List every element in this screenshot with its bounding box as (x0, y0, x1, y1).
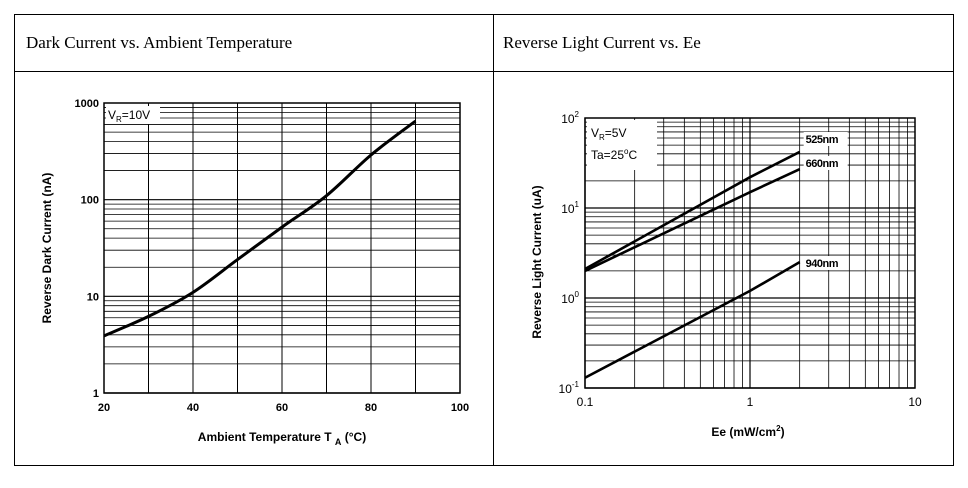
y-tick-label: 10 (87, 291, 99, 303)
series-line-dark-current (103, 119, 417, 338)
series-label-525nm: 525nm (806, 134, 839, 146)
y-tick-label: 100 (81, 195, 99, 207)
x-tick-label: 10 (908, 395, 922, 409)
x-axis-label: Ambient Temperature T A (°C) (198, 430, 366, 447)
series-line-660nm (584, 167, 801, 273)
y-tick-label: 1000 (75, 98, 99, 110)
y-tick-label: 100 (561, 290, 579, 306)
x-tick-label: 60 (276, 402, 288, 414)
annotation-vr: VR=10V (108, 108, 150, 124)
plot-frame (584, 117, 916, 389)
header-dark-current: Dark Current vs. Ambient Temperature (26, 33, 293, 52)
table-divider-horizontal (15, 71, 953, 72)
annotation-vr: VR=5V (591, 126, 626, 142)
x-tick-label: 1 (747, 395, 754, 409)
x-tick-label: 20 (98, 402, 110, 414)
series-label-660nm: 660nm (806, 158, 839, 170)
plot-frame (103, 102, 461, 394)
y-tick-label: 101 (561, 200, 579, 216)
series-line-940nm (584, 261, 801, 379)
table-divider-vertical (493, 15, 494, 465)
series-label-940nm: 940nm (806, 258, 839, 270)
chart-dark-current: VR=10V 20 40 60 80 100 1 10 100 1000 Ambient Tempe… (40, 98, 469, 447)
series-label-bg (803, 156, 848, 170)
series-label-bg (803, 132, 848, 146)
x-tick-label: 40 (187, 402, 199, 414)
y-tick-label: 102 (561, 110, 579, 126)
y-tick-label: 10-1 (559, 380, 580, 396)
y-axis-label: Reverse Dark Current (nA) (40, 173, 54, 324)
x-tick-label: 0.1 (577, 395, 594, 409)
header-reverse-light-current: Reverse Light Current vs. Ee (503, 33, 701, 52)
chart-reverse-light-current: VR=5V Ta=25oC 525nm 660nm 940nm 0.1 1 10 10-1 100… (530, 110, 922, 439)
annotation-bg (106, 106, 160, 124)
series-line-525nm (584, 150, 801, 271)
x-tick-label: 80 (365, 402, 377, 414)
x-axis-label: Ee (mW/cm2) (711, 424, 784, 439)
y-axis-label: Reverse Light Current (uA) (530, 185, 544, 338)
annotation-ta: Ta=25oC (591, 147, 637, 162)
y-tick-label: 1 (93, 388, 99, 400)
chart-table: Dark Current vs. Ambient Temperature Rev… (14, 14, 954, 466)
x-tick-label: 100 (451, 402, 469, 414)
annotation-bg (587, 120, 657, 170)
series-label-bg (803, 256, 848, 270)
